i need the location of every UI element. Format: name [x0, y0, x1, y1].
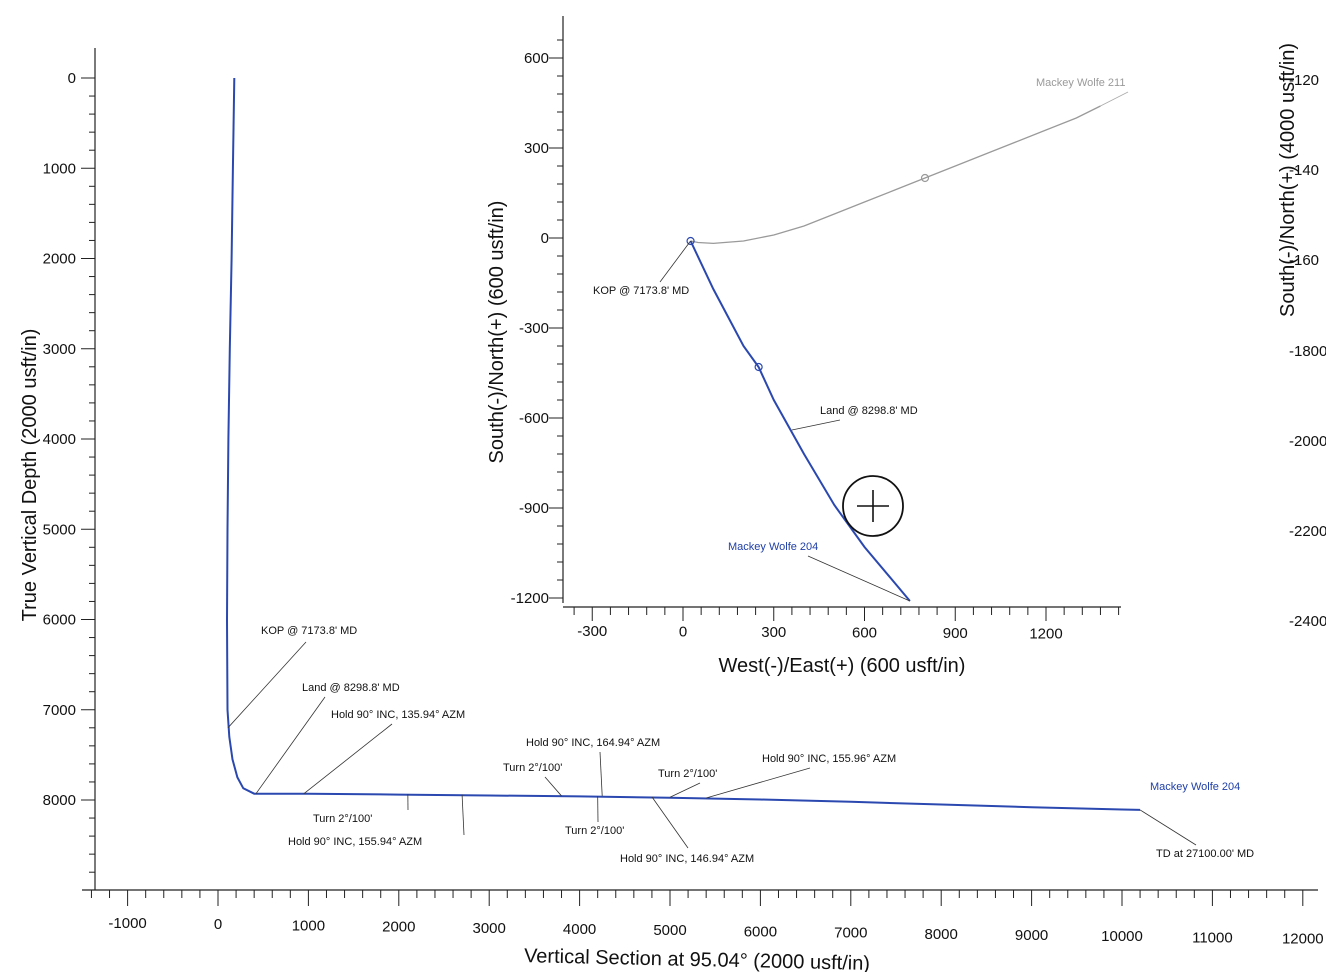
annotation-label: Land @ 8298.8' MD	[820, 405, 918, 417]
annotation-label: KOP @ 7173.8' MD	[593, 285, 689, 297]
plan-view-series	[686, 105, 1101, 602]
y-tick-label: 300	[524, 140, 549, 157]
vertical-section-annotations: KOP @ 7173.8' MD Land @ 8298.8' MD Hold 90…	[227, 625, 1254, 865]
x-tick-label: 0	[214, 916, 222, 933]
x-tick-label: 300	[761, 624, 786, 641]
x-tick-label: 1000	[292, 917, 325, 934]
y-tick-label: 0	[68, 70, 76, 87]
x-tick-label: 6000	[744, 923, 777, 940]
y-tick-label: 600	[524, 50, 549, 67]
plan-view-ticks	[549, 39, 1120, 621]
y-tick-label: -900	[519, 500, 549, 517]
annotation-label: Turn 2°/100'	[658, 768, 717, 780]
right-partial-y-tick-labels: -120 -140 -160 -1800 -2000 -2200 -2400	[1289, 72, 1326, 630]
well-path-line	[690, 105, 1101, 245]
y-tick-label: -600	[519, 410, 549, 427]
well-path-line	[689, 240, 911, 602]
y-tick-label: -2200	[1289, 523, 1326, 540]
plan-view-y-axis-title: South(-)/North(+) (600 usft/in)	[486, 201, 508, 464]
x-tick-label: 11000	[1192, 929, 1233, 946]
vertical-section-axes	[82, 48, 1318, 891]
y-tick-label: -140	[1289, 162, 1319, 179]
annotation-label: Land @ 8298.8' MD	[302, 682, 400, 694]
y-tick-label: 5000	[43, 521, 76, 538]
vertical-section-x-tick-labels: -1000 0 1000 2000 3000 4000 5000 6000 7000 8000 90…	[108, 915, 1323, 948]
plan-view-x-axis-title: West(-)/East(+) (600 usft/in)	[719, 655, 966, 677]
annotation-label: Hold 90° INC, 155.94° AZM	[288, 836, 422, 848]
y-tick-label: 7000	[43, 702, 76, 719]
y-tick-label: -1800	[1289, 343, 1326, 360]
y-tick-label: -2400	[1289, 613, 1326, 630]
survey-marker	[754, 362, 763, 372]
x-tick-label: 9000	[1015, 927, 1048, 944]
y-tick-label: 0	[541, 230, 549, 247]
annotation-label: Hold 90° INC, 146.94° AZM	[620, 853, 754, 865]
x-tick-label: 7000	[834, 925, 867, 942]
annotation-label: Mackey Wolfe 204	[728, 541, 818, 553]
x-tick-label: 12000	[1282, 931, 1324, 948]
plan-view-inset-chart: -300 0 300 600 900 1200 600 300 0 -300 -600 -900 -1…	[470, 0, 1129, 682]
y-tick-label: -160	[1289, 252, 1319, 269]
x-tick-label: 900	[943, 625, 968, 642]
annotation-label: KOP @ 7173.8' MD	[261, 625, 357, 637]
right-partial-y-axis-title: South(-)/North(+) (4000 usft/in)	[1277, 43, 1299, 317]
vertical-section-series	[225, 77, 1141, 811]
vertical-section-ticks	[81, 77, 1304, 906]
plan-view-x-tick-labels: -300 0 300 600 900 1200	[577, 623, 1062, 643]
x-tick-label: 8000	[925, 926, 958, 943]
annotation-label: Hold 90° INC, 135.94° AZM	[331, 709, 465, 721]
y-tick-label: -300	[519, 320, 549, 337]
x-tick-label: -1000	[108, 915, 146, 932]
vertical-section-y-axis-title: True Vertical Depth (2000 usft/in)	[19, 329, 41, 622]
x-tick-label: 4000	[563, 921, 596, 938]
survey-marker	[920, 173, 930, 183]
y-tick-label: 2000	[43, 251, 76, 268]
x-tick-label: 5000	[653, 922, 686, 939]
vertical-section-chart: -1000 0 1000 2000 3000 4000 5000 6000 7000 8000 90…	[19, 48, 1324, 972]
annotation-label: Hold 90° INC, 164.94° AZM	[526, 737, 660, 749]
annotation-label: Mackey Wolfe 211	[1036, 77, 1125, 89]
y-tick-label: 3000	[43, 341, 76, 358]
y-tick-label: 8000	[43, 792, 76, 809]
y-tick-label: -1200	[511, 590, 549, 607]
y-tick-label: -2000	[1289, 433, 1326, 450]
y-tick-label: 4000	[43, 431, 76, 448]
vertical-section-y-tick-labels: 0 1000 2000 3000 4000 5000 6000 7000 8000	[43, 70, 76, 809]
x-tick-label: 3000	[473, 920, 506, 937]
survey-marker	[686, 236, 695, 246]
y-tick-label: -120	[1289, 72, 1319, 89]
annotation-label: TD at 27100.00' MD	[1156, 848, 1254, 860]
x-tick-label: 600	[852, 625, 877, 642]
x-tick-label: -300	[577, 623, 607, 640]
target-crosshair-icon	[842, 475, 904, 537]
right-partial-chart: -120 -140 -160 -1800 -2000 -2200 -2400 South(-…	[1277, 43, 1326, 630]
annotation-label: Turn 2°/100'	[565, 825, 624, 837]
plan-view-y-tick-labels: 600 300 0 -300 -600 -900 -1200	[511, 50, 549, 607]
annotation-label: Turn 2°/100'	[503, 762, 562, 774]
x-tick-label: 2000	[382, 919, 415, 936]
annotation-label: Mackey Wolfe 204	[1150, 781, 1240, 793]
annotation-label: Turn 2°/100'	[313, 813, 372, 825]
y-tick-label: 6000	[43, 612, 76, 629]
x-tick-label: 1200	[1029, 626, 1062, 643]
x-tick-label: 0	[679, 624, 687, 641]
well-path-line	[225, 77, 1141, 811]
plan-view-annotations: Mackey Wolfe 211 KOP @ 7173.8' MD Land @ 8…	[593, 77, 1129, 602]
annotation-label: Hold 90° INC, 155.96° AZM	[762, 753, 896, 765]
x-tick-label: 10000	[1101, 928, 1143, 945]
y-tick-label: 1000	[43, 160, 76, 177]
